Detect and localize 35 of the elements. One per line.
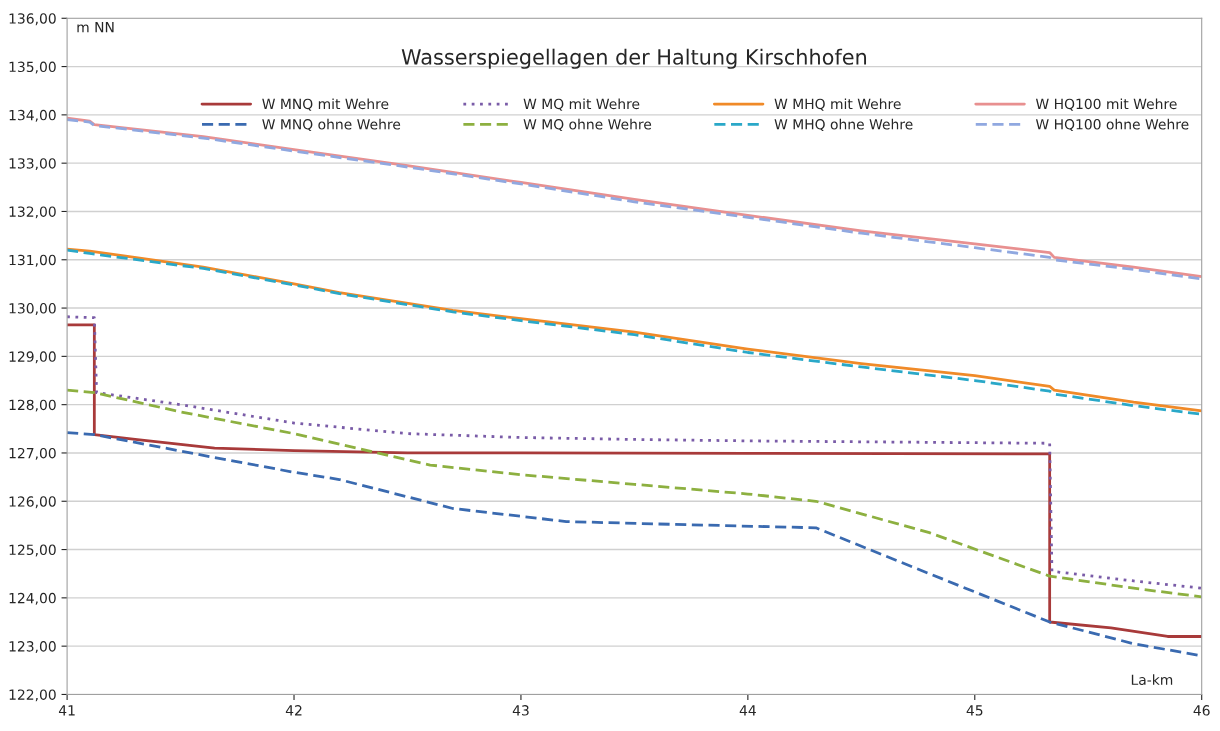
legend-label: W MQ ohne Wehre xyxy=(523,118,652,132)
line-series xyxy=(67,315,1202,590)
y-tick-label: 130,00 xyxy=(9,303,56,315)
y-tick-label: 123,00 xyxy=(9,641,56,654)
y-tick-label: 124,00 xyxy=(9,592,56,605)
y-tick-label: 127,00 xyxy=(9,447,56,460)
x-tick-label: 41 xyxy=(58,705,75,716)
legend-label: W MHQ mit Wehre xyxy=(774,98,901,111)
x-tick-label: 42 xyxy=(285,705,302,716)
y-tick-label: 131,00 xyxy=(9,254,56,267)
legend-label: W MNQ ohne Wehre xyxy=(262,118,401,132)
y-tick-label: 133,00 xyxy=(9,158,56,171)
legend-label: W HQ100 mit Wehre xyxy=(1035,98,1177,111)
y-axis-title: m NN xyxy=(77,22,114,33)
y-tick-label: 125,00 xyxy=(9,544,56,557)
y-tick-label: 135,00 xyxy=(9,61,56,74)
legend-label: W MHQ ohne Wehre xyxy=(774,118,913,132)
x-axis-title: La-km xyxy=(1131,674,1173,685)
x-tick-label: 43 xyxy=(512,705,529,716)
line-series xyxy=(67,323,1202,638)
y-tick-label: 132,00 xyxy=(9,206,56,219)
x-tick-label: 46 xyxy=(1193,705,1210,716)
x-tick-label: 45 xyxy=(966,705,983,716)
y-tick-label: 122,00 xyxy=(9,689,56,702)
text: Wasserspiegellagen der Haltung Kirschhofen xyxy=(401,48,867,69)
y-tick-label: 134,00 xyxy=(9,109,56,122)
x-tick-label: 44 xyxy=(739,705,756,716)
legend-label: W MQ mit Wehre xyxy=(523,98,640,111)
line-series xyxy=(67,388,1202,599)
y-tick-label: 126,00 xyxy=(9,496,56,509)
legend-label: W MNQ mit Wehre xyxy=(262,98,389,111)
y-tick-label: 128,00 xyxy=(9,399,56,412)
y-tick-label: 129,00 xyxy=(9,351,56,364)
legend-label: W HQ100 ohne Wehre xyxy=(1035,118,1189,132)
y-tick-label: 136,00 xyxy=(9,13,56,26)
